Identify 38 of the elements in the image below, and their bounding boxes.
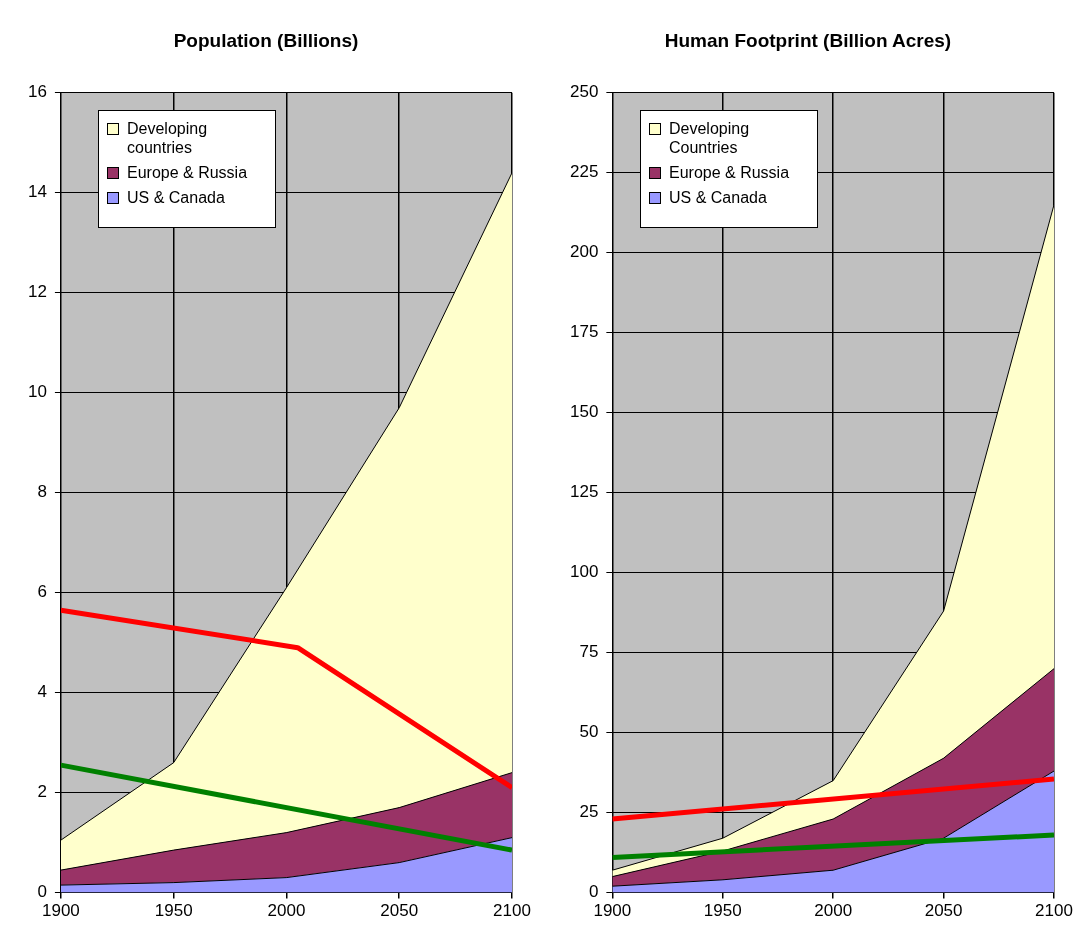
- x-tick-label: 2100: [493, 901, 531, 921]
- x-tick-label: 2100: [1035, 901, 1073, 921]
- y-tick-label: 4: [37, 682, 47, 702]
- y-tick-label: 50: [579, 722, 599, 742]
- x-tick-label: 2000: [814, 901, 853, 921]
- legend-label: US & Canada: [127, 188, 225, 207]
- y-tick-label: 14: [27, 182, 47, 202]
- y-tick-label: 10: [27, 382, 47, 402]
- y-tick-label: 150: [569, 402, 599, 422]
- y-tick-label: 25: [579, 802, 599, 822]
- x-tick-label: 1950: [703, 901, 742, 921]
- y-tick-label: 225: [569, 162, 599, 182]
- x-tick-label: 1900: [593, 901, 632, 921]
- y-tick-label: 0: [37, 882, 47, 902]
- y-tick-label: 0: [588, 882, 599, 902]
- chart-title: Population (Billions): [173, 29, 359, 51]
- legend-label: Europe & Russia: [669, 163, 790, 182]
- y-tick-label: 2: [37, 782, 47, 802]
- x-tick-label: 2000: [267, 901, 306, 921]
- y-tick-label: 12: [27, 282, 47, 302]
- y-tick-label: 75: [579, 642, 599, 662]
- y-tick-label: 175: [569, 322, 599, 342]
- legend-label: Developing countries: [127, 119, 209, 157]
- legend-label: US & Canada: [669, 188, 767, 207]
- legend-label: Developing Countries: [669, 119, 751, 157]
- x-tick-label: 1900: [42, 901, 80, 921]
- y-tick-label: 8: [37, 482, 47, 502]
- y-tick-label: 125: [569, 482, 599, 502]
- y-tick-label: 250: [569, 82, 599, 102]
- x-tick-label: 1950: [154, 901, 193, 921]
- legend-label: Europe & Russia: [127, 163, 248, 182]
- y-tick-label: 100: [569, 562, 599, 582]
- y-tick-label: 6: [37, 582, 47, 602]
- x-tick-label: 2050: [380, 901, 419, 921]
- y-tick-label: 16: [27, 82, 47, 102]
- x-tick-label: 2050: [924, 901, 963, 921]
- chart-title: Human Footprint (Billion Acres): [664, 29, 952, 51]
- y-tick-label: 200: [569, 242, 599, 262]
